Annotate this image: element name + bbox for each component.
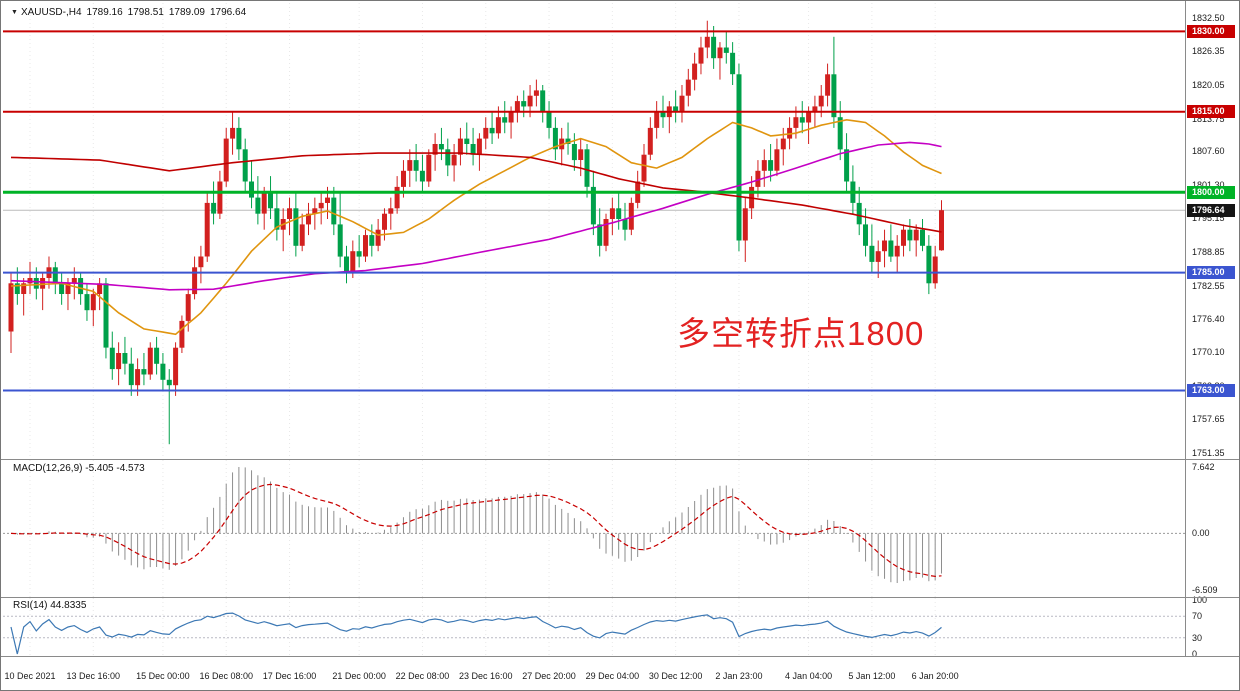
candles-series xyxy=(8,20,944,445)
rsi-line xyxy=(10,612,942,655)
rsi-scale-label: 100 xyxy=(1192,595,1208,605)
time-label: 27 Dec 20:00 xyxy=(522,671,576,681)
level-badge-1815.00: 1815.00 xyxy=(1187,105,1235,119)
price-scale-label: 1832.50 xyxy=(1192,13,1225,23)
price-scale-label: 1795.15 xyxy=(1192,213,1225,224)
time-label: 17 Dec 16:00 xyxy=(262,671,317,681)
time-label: 22 Dec 08:00 xyxy=(395,671,450,681)
price-scale-label: 1776.40 xyxy=(1192,313,1225,324)
chart-menu-icon[interactable]: ▼ xyxy=(11,9,18,16)
panel-separator-axis xyxy=(1,656,1239,657)
rsi-scale-label: 0 xyxy=(1192,649,1198,659)
level-badge-1763.00: 1763.00 xyxy=(1187,384,1235,398)
price-scale-label: 1770.10 xyxy=(1192,347,1225,358)
current-price-badge: 1796.64 xyxy=(1187,203,1235,217)
price-scale-label: 1751.35 xyxy=(1192,447,1225,458)
ma-mid-magenta-line xyxy=(10,141,942,291)
time-label: 30 Dec 12:00 xyxy=(648,671,703,681)
rsi-scale-label: 70 xyxy=(1192,611,1203,622)
chart-annotation-text[interactable]: 多空转折点1800 xyxy=(677,315,925,352)
price-scale-label: 1813.75 xyxy=(1192,113,1225,124)
symbol-ohlc-label: ▼ XAUUSD-,H4 1789.16 1798.51 1789.09 1796.64 xyxy=(11,7,246,18)
level-badge-1785.00: 1785.00 xyxy=(1187,266,1235,280)
level-badge-1800.00: 1800.00 xyxy=(1187,185,1235,199)
main-price-chart[interactable] xyxy=(3,3,1185,459)
panel-separator-macd[interactable] xyxy=(1,459,1239,460)
panel-separator-rsi[interactable] xyxy=(1,597,1239,598)
time-label: 21 Dec 00:00 xyxy=(332,671,386,681)
macd-histogram xyxy=(16,467,943,583)
rsi-panel[interactable] xyxy=(3,598,1185,656)
rsi-scale-label: 30 xyxy=(1192,632,1203,643)
time-label: 4 Jan 04:00 xyxy=(785,671,833,681)
time-label: 2 Jan 23:00 xyxy=(715,671,763,681)
ohlc-close-value: 1796.64 xyxy=(209,7,247,18)
macd-scale-label: 0.00 xyxy=(1192,528,1210,539)
price-scale-label: 1807.60 xyxy=(1192,146,1225,157)
price-scale-label: 1820.05 xyxy=(1192,79,1225,90)
time-label: 6 Jan 20:00 xyxy=(911,671,959,681)
ma-slow-red-line xyxy=(10,152,942,233)
macd-values: -5.405 -4.573 xyxy=(85,463,145,474)
macd-scale-label: 7.642 xyxy=(1192,462,1215,472)
price-scale-label: 1801.30 xyxy=(1192,180,1225,190)
grid-lines xyxy=(29,460,936,597)
macd-panel[interactable] xyxy=(3,460,1185,597)
level-badge-1830.00: 1830.00 xyxy=(1187,24,1235,38)
time-scale[interactable]: 10 Dec 2021 13 Dec 16:00 15 Dec 00:00 16 De… xyxy=(1,657,1239,690)
time-label: 10 Dec 2021 xyxy=(4,671,56,681)
rsi-name: RSI(14) xyxy=(13,600,48,611)
time-label: 23 Dec 16:00 xyxy=(458,671,513,681)
price-scale-label: 1782.55 xyxy=(1192,280,1225,291)
macd-scale-label: -6.509 xyxy=(1192,585,1218,595)
price-scale[interactable]: 1832.50 1826.35 1820.05 1813.75 1807.60 1801.… xyxy=(1185,1,1239,659)
price-scale-label: 1826.35 xyxy=(1192,45,1225,56)
price-scale-label: 1757.65 xyxy=(1192,414,1225,425)
ohlc-low-value: 1789.09 xyxy=(168,7,205,18)
ma-fast-orange-line xyxy=(10,118,942,336)
ohlc-high-value: 1798.51 xyxy=(127,7,164,18)
time-label: 29 Dec 04:00 xyxy=(585,671,640,681)
grid-lines xyxy=(29,598,936,656)
rsi-indicator-label: RSI(14) 44.8335 xyxy=(13,600,86,611)
time-label: 13 Dec 16:00 xyxy=(66,671,121,681)
price-scale-label: 1788.85 xyxy=(1192,246,1225,257)
macd-indicator-label: MACD(12,26,9) -5.405 -4.573 xyxy=(13,463,145,474)
time-label: 15 Dec 00:00 xyxy=(136,671,190,681)
macd-name: MACD(12,26,9) xyxy=(13,463,83,474)
rsi-value: 44.8335 xyxy=(50,600,87,611)
time-label: 16 Dec 08:00 xyxy=(199,671,253,681)
ohlc-open-value: 1789.16 xyxy=(86,7,123,18)
symbol-period-label: XAUUSD-,H4 xyxy=(20,7,82,18)
macd-signal-line xyxy=(10,483,942,578)
time-label: 5 Jan 12:00 xyxy=(848,671,896,681)
